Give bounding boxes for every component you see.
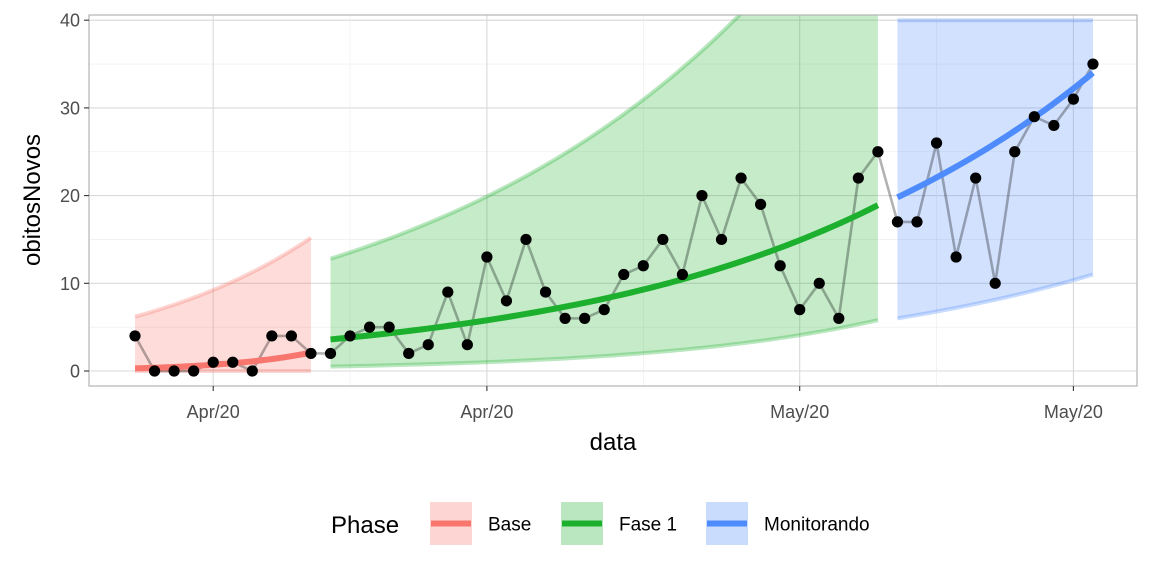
lower-bound-line	[330, 318, 879, 369]
data-point	[539, 286, 552, 298]
data-point	[696, 190, 708, 202]
data-point	[148, 365, 161, 377]
data-point	[129, 330, 141, 342]
data-point	[637, 260, 649, 272]
data-point	[970, 172, 982, 184]
y-axis: 0 10 20 30 40	[60, 11, 89, 382]
data-point	[227, 356, 239, 368]
y-tick-label: 10	[60, 274, 80, 294]
data-point	[579, 312, 591, 324]
data-point	[950, 251, 962, 263]
data-point	[911, 216, 923, 228]
fitted-lines	[134, 70, 1095, 372]
x-tick-label: May/20	[1044, 402, 1103, 422]
data-point	[852, 172, 864, 184]
data-point	[794, 304, 806, 316]
data-point	[657, 233, 669, 246]
confidence-band	[897, 20, 1093, 319]
legend-label: Base	[488, 515, 531, 536]
y-tick-label: 20	[60, 186, 80, 206]
data-point	[930, 137, 943, 149]
data-point	[989, 277, 1001, 289]
data-point	[442, 286, 454, 298]
data-point	[755, 198, 767, 210]
data-point	[1067, 93, 1079, 105]
x-axis: Apr/20 Apr/20 May/20 May/20	[187, 386, 1103, 422]
data-point	[774, 260, 786, 272]
data-point	[872, 146, 884, 158]
x-tick-label: Apr/20	[187, 402, 240, 422]
data-point	[1009, 146, 1021, 158]
data-point	[891, 216, 904, 228]
legend: Phase Base Fase 1 Monitorando	[331, 502, 870, 545]
data-point	[168, 365, 180, 377]
data-point	[598, 304, 610, 316]
data-point	[285, 330, 297, 342]
data-point	[481, 251, 493, 263]
data-point	[403, 347, 415, 360]
x-tick-label: May/20	[770, 402, 829, 422]
y-tick-label: 30	[60, 98, 80, 118]
upper-bound-line	[134, 236, 313, 319]
data-point	[833, 312, 845, 324]
fitted-line	[134, 349, 312, 372]
data-point	[1048, 119, 1060, 132]
upper-bound-line	[329, 15, 743, 261]
data-point	[266, 330, 278, 342]
data-point	[813, 277, 825, 289]
data-point	[383, 321, 395, 333]
legend-label: Monitorando	[764, 515, 870, 536]
data-point	[520, 233, 532, 246]
grid-lines	[89, 15, 1137, 386]
fitted-line	[330, 202, 880, 343]
data-point	[324, 347, 337, 360]
panel-border	[88, 14, 1138, 387]
data-point	[1087, 58, 1099, 70]
data-point	[735, 172, 747, 184]
data-point	[715, 233, 728, 246]
data-point	[500, 295, 513, 307]
confidence-band	[330, 15, 878, 367]
data-point	[1028, 111, 1040, 123]
data-point	[188, 365, 200, 377]
legend-label: Fase 1	[619, 515, 677, 536]
lower-bound-line	[897, 272, 1094, 321]
x-axis-title: data	[590, 429, 637, 456]
data-point	[344, 330, 356, 342]
data-point	[461, 339, 473, 351]
data-point	[207, 356, 219, 368]
legend-title: Phase	[331, 512, 399, 539]
data-point	[559, 312, 571, 324]
observed-points	[129, 58, 1099, 377]
x-tick-label: Apr/20	[460, 402, 513, 422]
y-axis-title: obitosNovos	[19, 134, 46, 266]
data-point	[246, 365, 258, 377]
data-point	[305, 347, 317, 360]
data-point	[676, 268, 689, 281]
data-point	[618, 268, 630, 281]
data-point	[364, 321, 376, 333]
y-tick-label: 0	[70, 362, 80, 382]
fitted-line	[896, 70, 1095, 201]
data-point	[422, 339, 434, 351]
y-tick-label: 40	[60, 11, 80, 31]
plot-panel	[89, 15, 1137, 386]
